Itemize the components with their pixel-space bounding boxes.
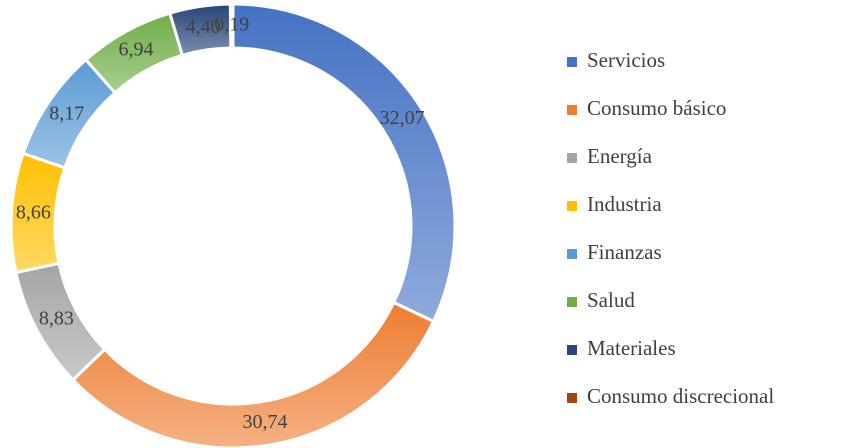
data-label: 32,07 xyxy=(380,107,425,129)
slice xyxy=(228,2,235,50)
data-label: 4,40 xyxy=(186,16,221,38)
legend-label: Servicios xyxy=(587,48,665,72)
legend-label: Consumo básico xyxy=(587,96,726,120)
legend-swatch xyxy=(567,249,577,259)
legend-swatch xyxy=(567,153,577,163)
data-label: 6,94 xyxy=(118,39,153,61)
legend-label: Consumo discrecional xyxy=(587,384,774,408)
data-label: 0,19 xyxy=(214,14,249,36)
data-label: 8,83 xyxy=(39,307,74,329)
legend-swatch xyxy=(567,297,577,307)
legend-swatch xyxy=(567,393,577,403)
data-label: 8,66 xyxy=(16,201,51,223)
slice xyxy=(231,2,457,324)
legend-swatch xyxy=(567,57,577,67)
legend-swatch xyxy=(567,345,577,355)
legend-label: Materiales xyxy=(587,336,676,360)
legend-swatch xyxy=(567,201,577,211)
data-label: 30,74 xyxy=(243,411,288,433)
legend-swatch xyxy=(567,105,577,115)
legend-label: Energía xyxy=(587,144,653,168)
legend-label: Industria xyxy=(587,192,662,216)
legend-label: Salud xyxy=(587,288,635,312)
legend-label: Finanzas xyxy=(587,240,662,264)
data-label: 8,17 xyxy=(49,102,84,124)
